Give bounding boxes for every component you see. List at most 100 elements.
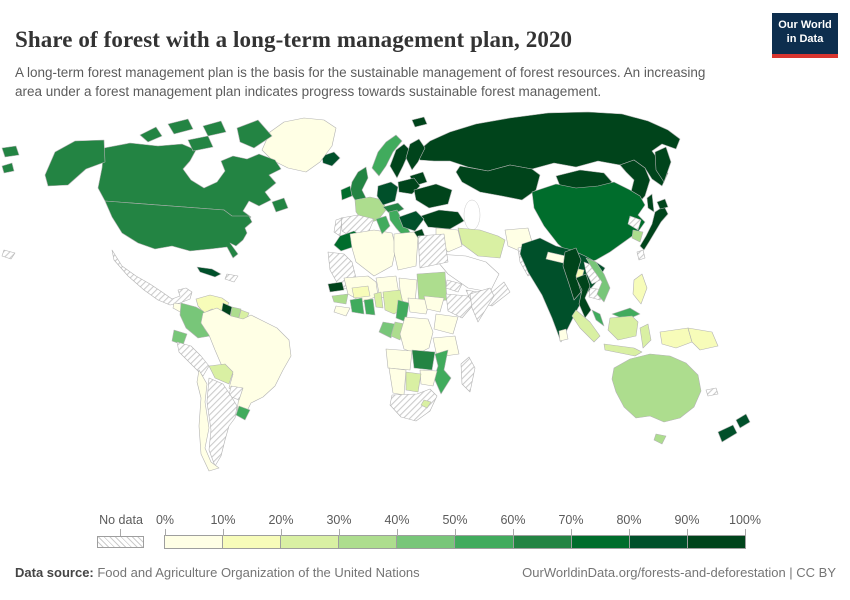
country-japan[interactable] (639, 205, 669, 251)
country-philippines[interactable] (632, 273, 648, 305)
country-angola[interactable] (385, 348, 413, 371)
country-hispaniola[interactable] (224, 273, 239, 283)
country-usa-alaska[interactable] (44, 139, 106, 187)
country-portugal[interactable] (333, 217, 343, 237)
country-congo[interactable] (390, 321, 406, 341)
country-balkans[interactable] (398, 210, 425, 232)
country-indonesia-java[interactable] (603, 343, 643, 357)
country-tanzania[interactable] (432, 335, 460, 358)
country-argentina[interactable] (206, 377, 238, 467)
country-mozambique[interactable] (433, 349, 452, 395)
country-iceland[interactable] (321, 151, 341, 167)
country-gabon[interactable] (378, 321, 396, 339)
country-bolivia[interactable] (208, 363, 234, 385)
country-new-caledonia[interactable] (705, 387, 719, 397)
legend-bin-80-90%[interactable] (629, 536, 688, 548)
country-turkey[interactable] (420, 209, 465, 230)
country-finland[interactable] (405, 138, 426, 171)
legend-bin-20-30%[interactable] (281, 536, 340, 548)
country-svalbard[interactable] (411, 116, 428, 128)
legend-bin-0-10%[interactable] (165, 536, 224, 548)
country-kazakhstan[interactable] (455, 164, 541, 201)
country-indonesia-sulawesi[interactable] (639, 323, 652, 349)
country-libya[interactable] (393, 231, 419, 271)
country-indonesia-kalimantan[interactable] (607, 315, 639, 341)
country-uruguay[interactable] (235, 405, 251, 421)
country-dr-congo[interactable] (399, 316, 434, 355)
country-papua-new-guinea[interactable] (687, 327, 719, 351)
country-madagascar[interactable] (460, 356, 476, 393)
country-zimbabwe[interactable] (419, 369, 438, 387)
country-eritrea[interactable] (445, 279, 463, 293)
country-alpine-europe[interactable] (382, 202, 405, 216)
country-cote-divoire[interactable] (349, 297, 365, 315)
country-new-zealand-north[interactable] (735, 413, 751, 429)
country-russia-sakhalin[interactable] (646, 193, 655, 213)
country-south-africa[interactable] (389, 388, 438, 422)
country-indonesia-sumatra[interactable] (571, 309, 601, 343)
country-senegal[interactable] (327, 281, 345, 293)
country-australia-tasmania[interactable] (653, 433, 667, 445)
country-togo-benin[interactable] (373, 291, 384, 309)
country-botswana[interactable] (405, 371, 422, 393)
country-south-sudan[interactable] (423, 295, 445, 313)
country-thailand[interactable] (575, 273, 592, 319)
country-paraguay[interactable] (228, 385, 244, 401)
country-zambia[interactable] (411, 349, 436, 371)
country-canada-island-1[interactable] (139, 126, 163, 143)
country-cuba[interactable] (196, 266, 222, 278)
country-sri-lanka[interactable] (558, 328, 569, 342)
country-guinea[interactable] (331, 293, 349, 305)
country-russia-kamchatka[interactable] (654, 146, 672, 183)
country-egypt[interactable] (417, 233, 449, 269)
legend-bin-50-60%[interactable] (455, 536, 514, 548)
country-vietnam[interactable] (585, 257, 611, 303)
country-indonesia-papua[interactable] (659, 327, 693, 349)
legend-bin-10-20%[interactable] (223, 536, 282, 548)
country-greenland[interactable] (261, 117, 337, 173)
country-canada-island-4[interactable] (187, 135, 214, 152)
country-peru[interactable] (176, 341, 210, 377)
country-new-zealand-south[interactable] (717, 424, 738, 443)
legend-bin-30-40%[interactable] (339, 536, 398, 548)
country-sierra-leone-liberia[interactable] (333, 305, 351, 317)
country-eastern-europe[interactable] (413, 183, 453, 209)
country-united-kingdom[interactable] (349, 166, 369, 201)
country-germany[interactable] (376, 181, 399, 206)
country-canada-newfoundland[interactable] (271, 197, 289, 213)
country-usa[interactable] (104, 200, 253, 259)
country-australia[interactable] (611, 353, 702, 423)
legend-bin-40-50%[interactable] (397, 536, 456, 548)
country-iran[interactable] (457, 227, 506, 259)
legend-bin-70-80%[interactable] (571, 536, 630, 548)
country-myanmar[interactable] (562, 247, 582, 301)
country-algeria[interactable] (349, 229, 397, 277)
country-central-african-republic[interactable] (407, 297, 431, 315)
country-kenya-uganda[interactable] (433, 313, 459, 335)
country-brazil[interactable] (200, 307, 292, 416)
country-usa-aleutian-2[interactable] (1, 162, 15, 174)
country-china[interactable] (531, 181, 646, 265)
country-ethiopia[interactable] (445, 293, 475, 319)
country-somalia[interactable] (469, 287, 495, 323)
country-ghana[interactable] (363, 298, 376, 316)
legend-no-data-swatch[interactable] (97, 536, 144, 548)
country-south-korea[interactable] (631, 229, 644, 243)
country-north-korea[interactable] (627, 215, 642, 231)
country-lesotho-eswatini[interactable] (420, 399, 432, 409)
country-chile[interactable] (196, 369, 220, 472)
legend-bin-90-100%[interactable] (687, 536, 745, 548)
attribution-link[interactable]: OurWorldinData.org/forests-and-deforesta… (522, 565, 836, 580)
country-hawaii[interactable] (1, 249, 16, 260)
country-canada-baffin[interactable] (236, 119, 273, 149)
country-ireland[interactable] (340, 185, 353, 201)
country-canada-island-3[interactable] (202, 120, 227, 137)
country-usa-aleutian-1[interactable] (1, 145, 20, 158)
country-japan-hokkaido[interactable] (656, 198, 669, 210)
country-malaysia-peninsular[interactable] (591, 309, 605, 327)
country-burkina-faso[interactable] (351, 285, 371, 299)
owid-logo[interactable]: Our World in Data (772, 13, 838, 58)
country-taiwan[interactable] (636, 249, 646, 261)
country-canada-island-2[interactable] (167, 118, 194, 135)
country-india[interactable] (519, 237, 606, 343)
